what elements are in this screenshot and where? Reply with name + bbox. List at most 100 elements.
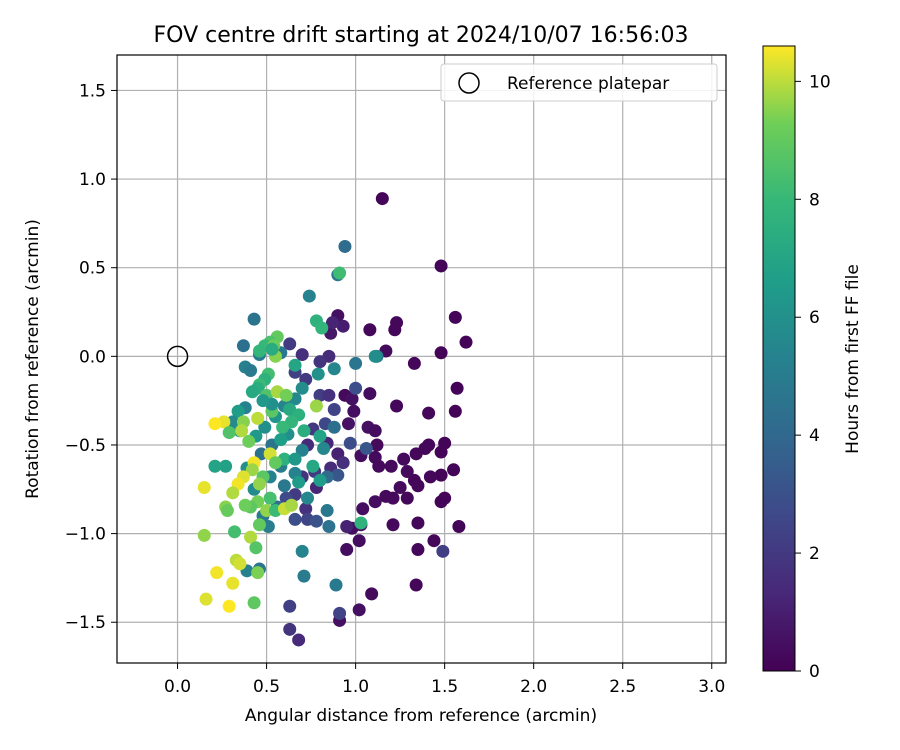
colorbar-gradient [762, 45, 796, 672]
scatter-point [393, 481, 407, 495]
scatter-point [434, 259, 448, 273]
scatter-point [333, 606, 347, 620]
scatter-point [283, 622, 297, 636]
scatter-point [359, 442, 373, 456]
colorbar-tick-label: 6 [809, 308, 820, 328]
scatter-point [356, 502, 370, 516]
scatter-point [274, 433, 288, 447]
scatter-point [236, 339, 250, 353]
y-tick-label: −1.0 [65, 525, 106, 545]
scatter-point [375, 192, 389, 206]
scatter-point [368, 424, 382, 438]
legend: Reference platepar [440, 63, 718, 102]
scatter-point [363, 387, 377, 401]
scatter-point [438, 436, 452, 450]
scatter-point [313, 388, 327, 402]
scatter-point [320, 504, 334, 518]
scatter-point [245, 463, 259, 477]
scatter-point [438, 491, 452, 505]
scatter-point [297, 569, 311, 583]
scatter-point [327, 362, 341, 376]
scatter-point [349, 381, 363, 395]
x-tick-label: 1.0 [342, 677, 369, 697]
colorbar-tick-label: 0 [809, 662, 820, 682]
scatter-point [252, 477, 266, 491]
scatter-point [434, 346, 448, 360]
y-axis-label: Rotation from reference (arcmin) [23, 219, 43, 499]
scatter-point [249, 541, 263, 555]
scatter-point [299, 502, 313, 516]
scatter-point [226, 415, 240, 429]
scatter-point [448, 404, 462, 418]
scatter-point [422, 438, 436, 452]
reference-platepar-marker [166, 345, 189, 368]
scatter-point [368, 349, 382, 363]
scatter-point [251, 566, 265, 580]
scatter-point [434, 468, 448, 482]
x-tick-label: 0.0 [164, 677, 191, 697]
scatter-point [422, 406, 436, 420]
legend-box [440, 63, 718, 102]
scatter-point [268, 456, 282, 470]
scatter-point [388, 323, 402, 337]
scatter-point [301, 491, 315, 505]
scatter-point [400, 465, 414, 479]
scatter-point [235, 424, 249, 438]
scatter-point [347, 404, 361, 418]
scatter-point [226, 486, 240, 500]
y-tick-label: −0.5 [65, 436, 106, 456]
scatter-point [302, 289, 316, 303]
scatter-point [258, 420, 272, 434]
scatter-point [288, 452, 302, 466]
scatter-point [219, 459, 233, 473]
scatter-point [309, 514, 323, 528]
scatter-point [400, 491, 414, 505]
scatter-point [365, 587, 379, 601]
scatter-point [228, 525, 242, 539]
scatter-points [197, 192, 473, 647]
scatter-point [409, 578, 423, 592]
scatter-point [265, 342, 279, 356]
y-tick-label: 1.5 [79, 81, 106, 101]
colorbar-tick-label: 10 [809, 72, 831, 92]
scatter-point [295, 348, 309, 362]
legend-open-circle-icon [458, 72, 480, 94]
y-tick-label: −1.5 [65, 613, 106, 633]
y-axis-ticks: −1.5 −1.0 −0.5 0.0 0.5 1.0 1.5 [65, 81, 117, 633]
x-tick-label: 2.0 [520, 677, 547, 697]
scatter-point [411, 516, 425, 530]
scatter-point [309, 399, 323, 413]
scatter-point [354, 516, 368, 530]
scatter-point [384, 459, 398, 473]
scatter-point [317, 442, 331, 456]
scatter-point [276, 420, 290, 434]
scatter-point [397, 452, 411, 466]
scatter-point [277, 479, 291, 493]
scatter-point [283, 599, 297, 613]
scatter-point [306, 459, 320, 473]
scatter-point [352, 534, 366, 548]
scatter-point [340, 520, 354, 534]
chart-title: FOV centre drift starting at 2024/10/07 … [154, 23, 689, 48]
y-tick-label: 1.0 [79, 170, 106, 190]
scatter-point [436, 544, 450, 558]
scatter-point [427, 534, 441, 548]
scatter-point [283, 337, 297, 351]
x-tick-label: 3.0 [698, 677, 725, 697]
y-tick-label: 0.0 [79, 347, 106, 367]
y-tick-label: 0.5 [79, 259, 106, 279]
scatter-point [322, 520, 336, 534]
scatter-point [295, 544, 309, 558]
scatter-point [363, 323, 377, 337]
scatter-point [313, 473, 327, 487]
scatter-point [245, 385, 259, 399]
scatter-point [254, 447, 268, 461]
scatter-point [331, 468, 345, 482]
scatter-point [295, 381, 309, 395]
scatter-point [199, 592, 213, 606]
x-tick-label: 0.5 [253, 677, 280, 697]
plot-frame [116, 54, 727, 664]
scatter-point [370, 438, 384, 452]
scatter-point [279, 388, 293, 402]
